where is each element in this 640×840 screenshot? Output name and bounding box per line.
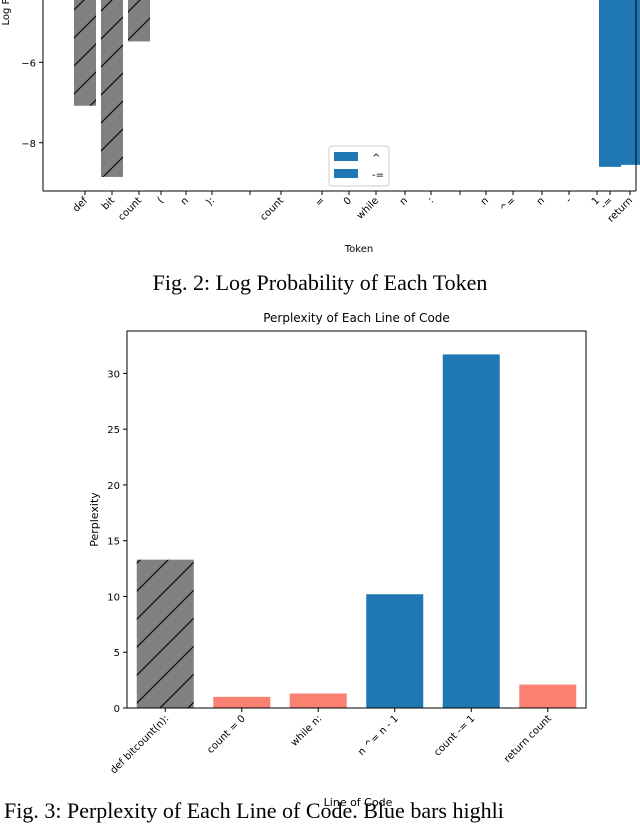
x-tick-label: while [355,195,381,221]
y-tick-label: 10 [107,592,120,603]
y-tick-label: 5 [114,648,120,659]
x-tick-label: 0 [342,195,354,207]
x-tick-label: n [398,195,410,207]
x-tick-label: = [313,195,327,209]
x-tick-label: ^= [498,195,518,215]
y-tick-label: 30 [107,369,120,380]
bar-return-20 [619,0,640,165]
y-tick-label: −8 [21,139,36,150]
legend-swatch [334,169,358,178]
bar-bit-1 [101,0,123,177]
bar-count-2 [128,0,150,42]
x-tick-label: count -= 1 [432,713,477,758]
x-tick-label: count [116,195,144,223]
x-tick-label: ( [156,195,167,206]
x-tick-label: count = 0 [205,713,248,756]
bar-1 [213,696,271,708]
x-tick-label: ): [204,195,217,208]
x-tick-label: n [179,195,191,207]
line-perplexity-chart: Perplexity of Each Line of Code 0 5 10 15 20 2… [88,311,587,809]
legend: ^ -= [328,145,390,187]
figure-3-caption: Fig. 3: Perplexity of Each Line of Code.… [4,798,504,823]
y-axis-label: Perplexity [88,492,101,547]
x-axis-label: Token [344,244,373,255]
legend-swatch [334,152,358,161]
bar-0 [136,559,194,708]
chart-title: Perplexity of Each Line of Code [263,311,450,325]
x-tick-label: bit [100,195,117,212]
figure-2-caption: Fig. 2: Log Probability of Each Token [152,270,488,295]
bar--=-19 [599,0,621,167]
y-axis-label: Log P [1,0,12,26]
x-tick-label: def bitcount(n): [108,713,171,776]
x-tick-label: count [258,195,286,223]
bar-def-0 [74,0,96,106]
legend-entry-label: ^ [372,153,380,164]
bar-2 [289,693,347,708]
plot-frame [126,330,587,709]
bar-3 [366,594,424,708]
y-tick-label: 20 [107,481,120,492]
x-tick-label: return count [502,713,554,765]
x-tick-label: n [535,195,547,207]
y-tick-label: 15 [107,537,120,548]
bar-4 [442,354,500,708]
x-tick-label: def [71,195,90,214]
x-axis-label: Line of Code [324,796,393,809]
x-tick-label: n ^= n - 1 [356,713,401,758]
bar-5 [519,684,577,708]
x-tick-label: - [564,195,575,206]
legend-entry-label: -= [372,170,384,181]
y-tick-label: −6 [21,58,36,69]
y-tick-label: 25 [107,425,120,436]
y-tick-label: 0 [114,704,120,715]
x-tick-label: while n: [289,713,324,748]
x-tick-label: : [426,195,436,205]
x-tick-label: n [479,195,491,207]
